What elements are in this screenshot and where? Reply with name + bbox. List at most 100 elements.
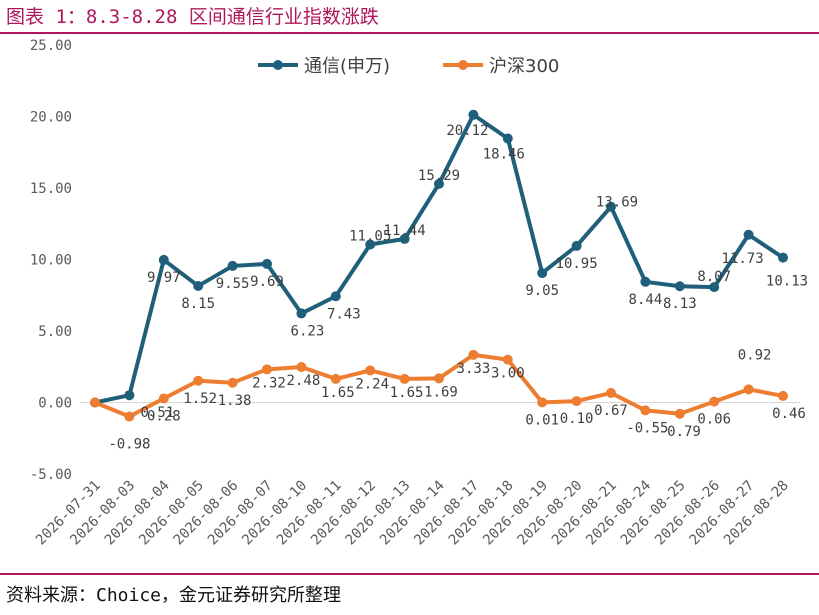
- data-label-1: 1.52: [183, 391, 217, 407]
- data-label-0: 20.12: [446, 123, 488, 139]
- data-point-0: [365, 239, 376, 250]
- data-label-1: 2.24: [355, 376, 389, 392]
- y-tick-label: 20.00: [30, 110, 72, 126]
- data-point-0: [778, 252, 788, 263]
- data-point-1: [537, 397, 548, 408]
- data-point-1: [193, 375, 204, 386]
- data-label-0: 0.51: [141, 405, 175, 421]
- legend-marker-1: [458, 60, 468, 70]
- source-note: 资料来源：Choice，金元证券研究所整理: [6, 585, 342, 606]
- y-tick-label: -5.00: [30, 467, 72, 483]
- y-tick-label: 0.00: [38, 396, 72, 412]
- data-point-1: [158, 393, 169, 404]
- y-tick-label: 10.00: [30, 253, 72, 269]
- data-point-0: [262, 258, 272, 269]
- data-point-0: [227, 260, 238, 271]
- data-point-0: [193, 280, 204, 291]
- data-point-1: [709, 396, 720, 407]
- data-point-1: [399, 373, 410, 384]
- data-label-0: 15.29: [418, 168, 460, 184]
- data-point-0: [468, 109, 479, 120]
- chart-title: 图表 1：8.3-8.28 区间通信行业指数涨跌: [6, 6, 379, 28]
- y-tick-label: 25.00: [30, 38, 72, 54]
- series-layer: [90, 109, 788, 422]
- data-point-1: [124, 411, 135, 422]
- axes: 25.0020.0015.0010.005.000.00-5.002026-07…: [30, 38, 800, 548]
- data-point-1: [743, 384, 754, 395]
- data-label-1: 1.65: [321, 385, 355, 401]
- bottom-rule: [0, 573, 819, 575]
- data-label-0: 9.97: [147, 270, 181, 286]
- data-label-0: 11.73: [722, 251, 764, 267]
- data-label-1: 2.48: [287, 373, 321, 389]
- legend-marker-0: [273, 60, 283, 70]
- line-chart: 25.0020.0015.0010.005.000.00-5.002026-07…: [30, 38, 808, 548]
- data-point-0: [571, 240, 582, 251]
- data-label-0: 8.07: [697, 269, 731, 285]
- data-point-0: [399, 233, 410, 244]
- data-point-1: [468, 349, 479, 360]
- data-point-1: [296, 362, 307, 373]
- data-label-0: 9.05: [525, 283, 559, 299]
- data-label-0: 9.55: [216, 276, 250, 292]
- data-label-0: 9.69: [250, 274, 284, 290]
- y-tick-label: 15.00: [30, 181, 72, 197]
- data-label-1: 3.33: [457, 361, 491, 377]
- data-point-1: [571, 396, 582, 407]
- series-line-0: [94, 112, 785, 405]
- data-point-1: [606, 387, 616, 398]
- data-point-0: [434, 178, 444, 189]
- data-point-1: [434, 373, 444, 384]
- data-point-1: [778, 390, 788, 401]
- data-point-1: [502, 354, 513, 365]
- data-point-0: [330, 291, 341, 302]
- legend-label-0: 通信(申万): [304, 56, 390, 77]
- data-label-1: 0.28: [147, 408, 181, 424]
- data-label-1: 1.69: [424, 384, 458, 400]
- data-label-1: 1.38: [218, 393, 252, 409]
- data-label-0: 11.44: [384, 223, 426, 239]
- data-label-0: 10.95: [556, 256, 598, 272]
- data-label-1: 0.06: [697, 412, 731, 428]
- data-point-1: [365, 365, 376, 376]
- data-point-0: [709, 282, 720, 293]
- data-label-0: 10.13: [766, 274, 808, 290]
- legend: 通信(申万) 沪深300: [258, 56, 559, 77]
- data-label-1: 1.65: [390, 385, 424, 401]
- data-label-1: 0.01: [525, 412, 559, 428]
- data-point-0: [640, 276, 651, 287]
- data-point-0: [606, 201, 616, 212]
- data-label-1: 0.10: [560, 411, 594, 427]
- data-point-0: [158, 254, 169, 265]
- data-label-1: -0.98: [108, 437, 150, 453]
- data-label-0: 13.69: [596, 195, 638, 211]
- data-point-1: [90, 397, 100, 408]
- data-point-0: [537, 268, 548, 279]
- top-rule: [0, 32, 819, 34]
- legend-label-1: 沪深300: [489, 56, 559, 77]
- data-label-0: 18.46: [483, 147, 525, 163]
- y-tick-label: 5.00: [38, 324, 72, 340]
- data-point-0: [674, 281, 685, 292]
- data-point-0: [502, 133, 513, 144]
- data-label-0: 6.23: [291, 323, 325, 339]
- data-label-0: 8.15: [181, 296, 215, 312]
- data-label-1: 2.32: [252, 375, 286, 391]
- data-label-1: 0.92: [738, 347, 772, 363]
- data-point-0: [124, 390, 135, 401]
- data-point-1: [330, 373, 341, 384]
- data-point-1: [640, 405, 651, 416]
- data-label-1: 0.67: [594, 403, 628, 419]
- data-label-1: -0.79: [659, 424, 701, 440]
- data-label-0: 7.43: [327, 306, 361, 322]
- data-label-0: 8.44: [629, 292, 663, 308]
- data-label-1: 0.46: [772, 406, 806, 422]
- data-label-1: -0.55: [626, 420, 668, 436]
- data-point-1: [262, 364, 272, 375]
- data-label-0: 11.05: [349, 228, 391, 244]
- data-point-0: [743, 229, 754, 240]
- data-label-0: 8.13: [663, 296, 697, 312]
- data-point-1: [674, 408, 685, 419]
- data-label-1: 3.00: [491, 366, 525, 382]
- data-point-1: [227, 377, 238, 388]
